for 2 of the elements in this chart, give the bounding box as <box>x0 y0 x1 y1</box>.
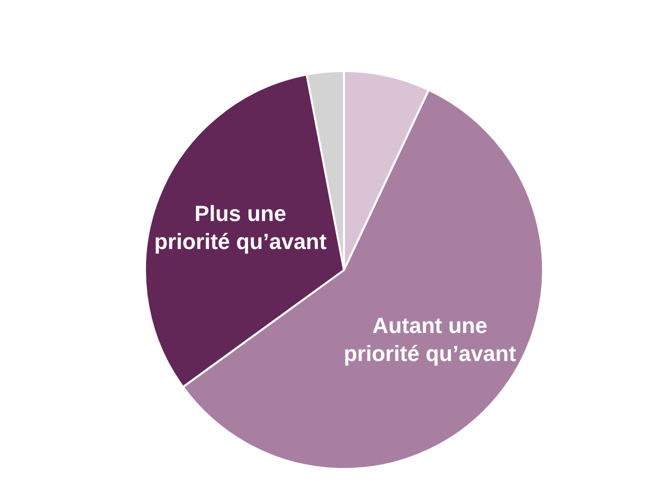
slice-label: Autant une priorité qu’avant <box>344 313 517 366</box>
slice-label: Plus une priorité qu’avant <box>154 201 328 254</box>
